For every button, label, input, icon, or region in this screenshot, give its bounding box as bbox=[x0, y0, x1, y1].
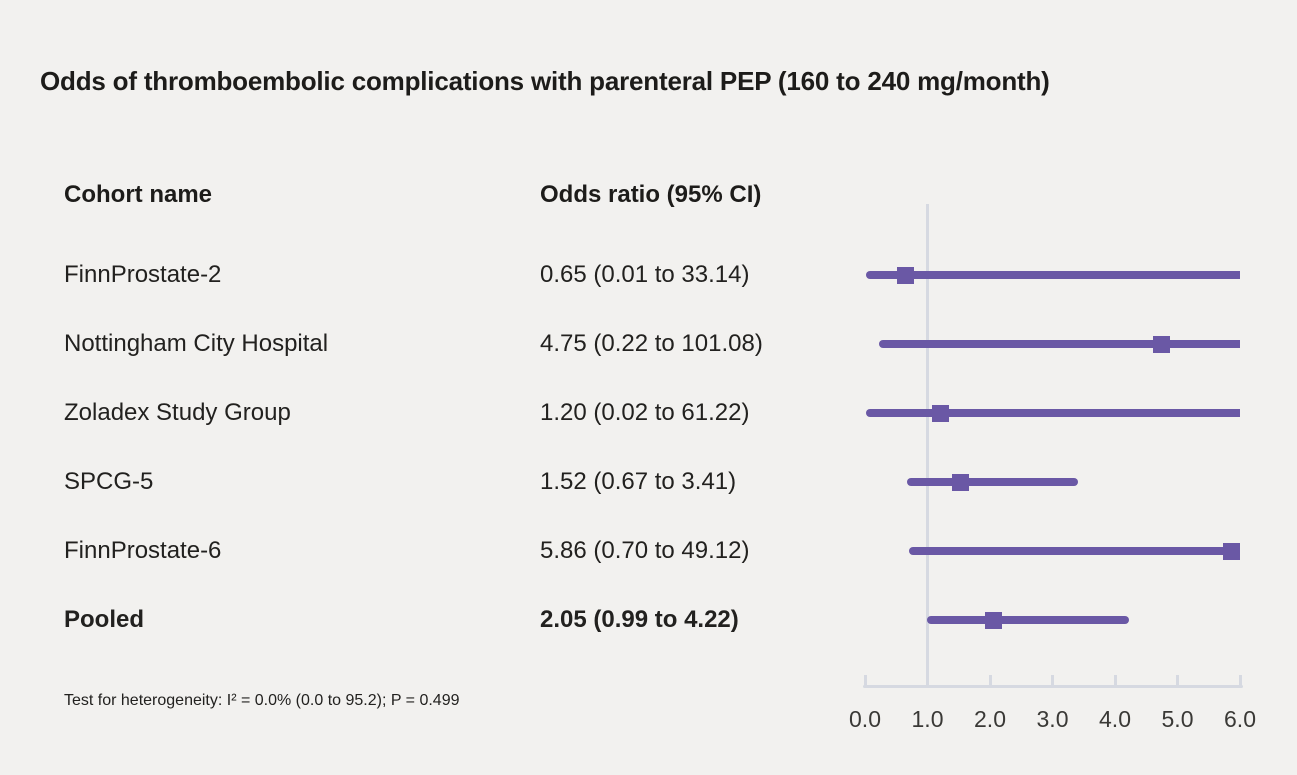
ci-line bbox=[866, 409, 1240, 417]
point-marker bbox=[1222, 542, 1240, 560]
or-ci-value: 1.52 (0.67 to 3.41) bbox=[540, 468, 737, 495]
or-ci-value: 4.75 (0.22 to 101.08) bbox=[540, 330, 763, 357]
column-header-cohort-name: Cohort name bbox=[64, 181, 213, 208]
heterogeneity-footnote: Test for heterogeneity: I² = 0.0% (0.0 t… bbox=[64, 692, 460, 709]
or-ci-value: 1.20 (0.02 to 61.22) bbox=[540, 399, 750, 426]
x-axis-tick-label: 2.0 bbox=[974, 706, 1006, 732]
point-marker bbox=[931, 404, 949, 422]
ci-line bbox=[865, 271, 1240, 279]
x-axis-tick bbox=[1051, 675, 1054, 686]
cohort-label: Zoladex Study Group bbox=[64, 399, 291, 426]
or-ci-value: 0.65 (0.01 to 33.14) bbox=[540, 261, 750, 288]
or-ci-value: 2.05 (0.99 to 4.22) bbox=[540, 606, 739, 633]
point-marker bbox=[1153, 335, 1171, 353]
x-axis-tick-label: 4.0 bbox=[1099, 706, 1131, 732]
ci-line bbox=[908, 547, 1240, 555]
ci-line bbox=[926, 616, 1129, 624]
x-axis-tick bbox=[988, 675, 992, 686]
ci-line bbox=[906, 478, 1079, 486]
point-marker bbox=[951, 473, 969, 491]
cohort-label: Nottingham City Hospital bbox=[64, 330, 329, 357]
point-marker bbox=[984, 611, 1002, 629]
x-axis-tick bbox=[1113, 675, 1117, 686]
x-axis-tick-label: 0.0 bbox=[849, 706, 881, 732]
or-ci-value: 5.86 (0.70 to 49.12) bbox=[540, 537, 750, 564]
x-axis-tick bbox=[926, 675, 929, 686]
x-axis-tick-label: 6.0 bbox=[1224, 706, 1256, 732]
x-axis-tick-label: 1.0 bbox=[911, 706, 944, 732]
cohort-label: SPCG-5 bbox=[64, 468, 154, 495]
x-axis-tick-label: 3.0 bbox=[1036, 706, 1069, 732]
reference-line bbox=[926, 204, 929, 688]
x-axis-tick bbox=[1176, 675, 1179, 686]
x-axis-line bbox=[863, 685, 1243, 688]
point-marker bbox=[897, 266, 915, 284]
cohort-label: FinnProstate-6 bbox=[64, 537, 222, 564]
ci-line bbox=[878, 340, 1240, 348]
column-header-odds-ratio: Odds ratio (95% CI) bbox=[540, 181, 762, 208]
x-axis-tick bbox=[863, 675, 867, 686]
x-axis-tick bbox=[1238, 675, 1242, 686]
cohort-label: FinnProstate-2 bbox=[64, 261, 222, 288]
cohort-label: Pooled bbox=[64, 606, 145, 633]
x-axis-tick-label: 5.0 bbox=[1161, 706, 1194, 732]
chart-title: Odds of thromboembolic complications wit… bbox=[40, 66, 1050, 96]
